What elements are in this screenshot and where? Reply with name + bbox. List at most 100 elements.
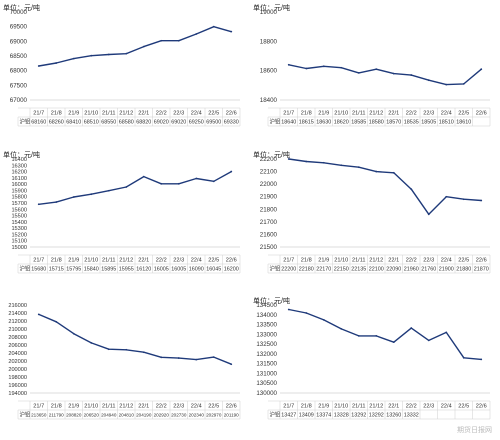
table-value: 22150 [334, 267, 349, 273]
y-tick-label: 16000 [11, 182, 27, 188]
x-tick-label: 21/10 [84, 111, 98, 117]
data-point [322, 318, 325, 321]
x-tick-label: 21/10 [84, 404, 98, 410]
table-value: 68410 [66, 120, 81, 126]
data-point [287, 63, 290, 66]
data-point [340, 66, 343, 69]
table-row-label: 沪铝 [20, 265, 31, 273]
series-line [288, 158, 482, 216]
table-value: 22100 [369, 267, 384, 273]
x-tick-label: 21/12 [369, 404, 383, 410]
x-tick-label: 22/3 [173, 258, 184, 264]
table-row-label: 沪铝 [270, 265, 281, 273]
x-tick-label: 22/2 [156, 258, 167, 264]
y-tick-label: 134500 [256, 302, 277, 309]
chart-panel-1: 单位：元/吨 67000 67500 68000 68500 69000 69500 700… [0, 0, 248, 146]
y-tick-label: 67500 [10, 82, 28, 89]
y-tick-label: 22100 [260, 169, 278, 176]
data-point [195, 358, 198, 361]
data-point [445, 331, 448, 334]
x-tick-label: 21/8 [51, 404, 62, 410]
table-value: 213650 [31, 413, 47, 418]
table-value: 69250 [189, 120, 204, 126]
x-tick-label: 21/9 [68, 258, 79, 264]
data-point [480, 68, 483, 71]
data-point [72, 196, 75, 198]
chart-svg: 18400 18600 18800 19000 21/7 21/8 21/9 21/10 21/… [260, 9, 491, 127]
table-value: 13292 [351, 413, 366, 419]
data-point [305, 67, 308, 70]
table-value: 21900 [439, 267, 454, 273]
data-point [445, 195, 448, 198]
data-point [410, 188, 413, 191]
data-point [177, 182, 180, 185]
y-tick-label: 133500 [256, 322, 277, 329]
x-tick-label: 21/8 [301, 258, 312, 264]
table-value: 202970 [206, 413, 222, 418]
chart-svg: 130000 130500 131000 131500 132000 132500 1330… [256, 302, 491, 420]
series-line [288, 64, 482, 86]
data-point [305, 312, 308, 314]
chart-panel-2: 单位：元/吨 18400 18600 18800 19000 21/7 21/8 21/9 2… [250, 0, 498, 146]
x-tick-label: 22/6 [476, 111, 487, 117]
x-tick-label: 21/12 [369, 111, 383, 117]
chart-panel-4: 单位：元/吨 21500 21600 21700 21800 21900 22000 221… [250, 147, 498, 293]
y-tick-label: 204000 [8, 351, 27, 357]
y-tick-label: 202000 [8, 359, 27, 365]
y-tick-label: 69000 [10, 38, 28, 45]
x-tick-label: 21/12 [119, 404, 133, 410]
x-tick-label: 21/9 [68, 111, 79, 117]
table-value: 21870 [474, 267, 489, 273]
data-point [427, 79, 430, 82]
y-tick-label: 21500 [260, 244, 278, 251]
table-value: 68820 [136, 120, 151, 126]
data-point [287, 158, 290, 160]
x-tick-label: 21/11 [102, 404, 116, 410]
x-tick-label: 21/12 [369, 258, 383, 264]
data-point [322, 65, 325, 68]
x-tick-label: 21/8 [51, 258, 62, 264]
table-value: 15840 [84, 267, 99, 273]
x-tick-label: 22/2 [156, 111, 167, 117]
data-point [462, 82, 465, 85]
y-tick-label: 16200 [11, 170, 27, 176]
table-row-label: 沪铝 [270, 411, 281, 419]
data-point [480, 358, 483, 361]
x-tick-label: 21/9 [318, 258, 329, 264]
y-tick-label: 15700 [11, 201, 27, 207]
series-line [38, 313, 232, 365]
y-tick-label: 19000 [260, 9, 278, 16]
y-tick-label: 15500 [11, 214, 27, 220]
y-tick-label: 208000 [8, 335, 27, 341]
x-tick-label: 21/11 [352, 258, 366, 264]
table-value: 202340 [189, 413, 205, 418]
table-value: 13409 [299, 413, 314, 419]
y-tick-label: 68000 [10, 68, 28, 75]
y-tick-label: 70000 [10, 9, 28, 16]
table-value: 21760 [421, 267, 436, 273]
x-tick-label: 21/9 [318, 404, 329, 410]
data-point [212, 180, 215, 183]
x-tick-label: 21/9 [318, 111, 329, 117]
x-tick-label: 21/11 [102, 258, 116, 264]
y-tick-label: 16100 [11, 176, 27, 182]
table-value: 22135 [351, 267, 366, 273]
series-line [288, 308, 482, 361]
table-value: 69500 [206, 120, 221, 126]
x-tick-label: 22/4 [441, 111, 452, 117]
table-value: 204190 [136, 413, 152, 418]
data-point [375, 170, 378, 173]
data-point [37, 65, 40, 67]
y-tick-label: 216000 [8, 303, 27, 309]
table-value: 22180 [299, 267, 314, 273]
x-tick-label: 21/9 [68, 404, 79, 410]
y-tick-label: 18800 [260, 38, 278, 45]
y-tick-label: 212000 [8, 319, 27, 325]
data-point [72, 57, 75, 60]
table-value: 15795 [66, 267, 81, 273]
x-tick-label: 21/10 [334, 404, 348, 410]
data-point [410, 327, 413, 329]
table-row-label: 沪铝 [20, 411, 31, 419]
chart-svg: 67000 67500 68000 68500 69000 69500 70000 21/7 2… [10, 9, 241, 127]
y-tick-label: 21900 [260, 194, 278, 201]
